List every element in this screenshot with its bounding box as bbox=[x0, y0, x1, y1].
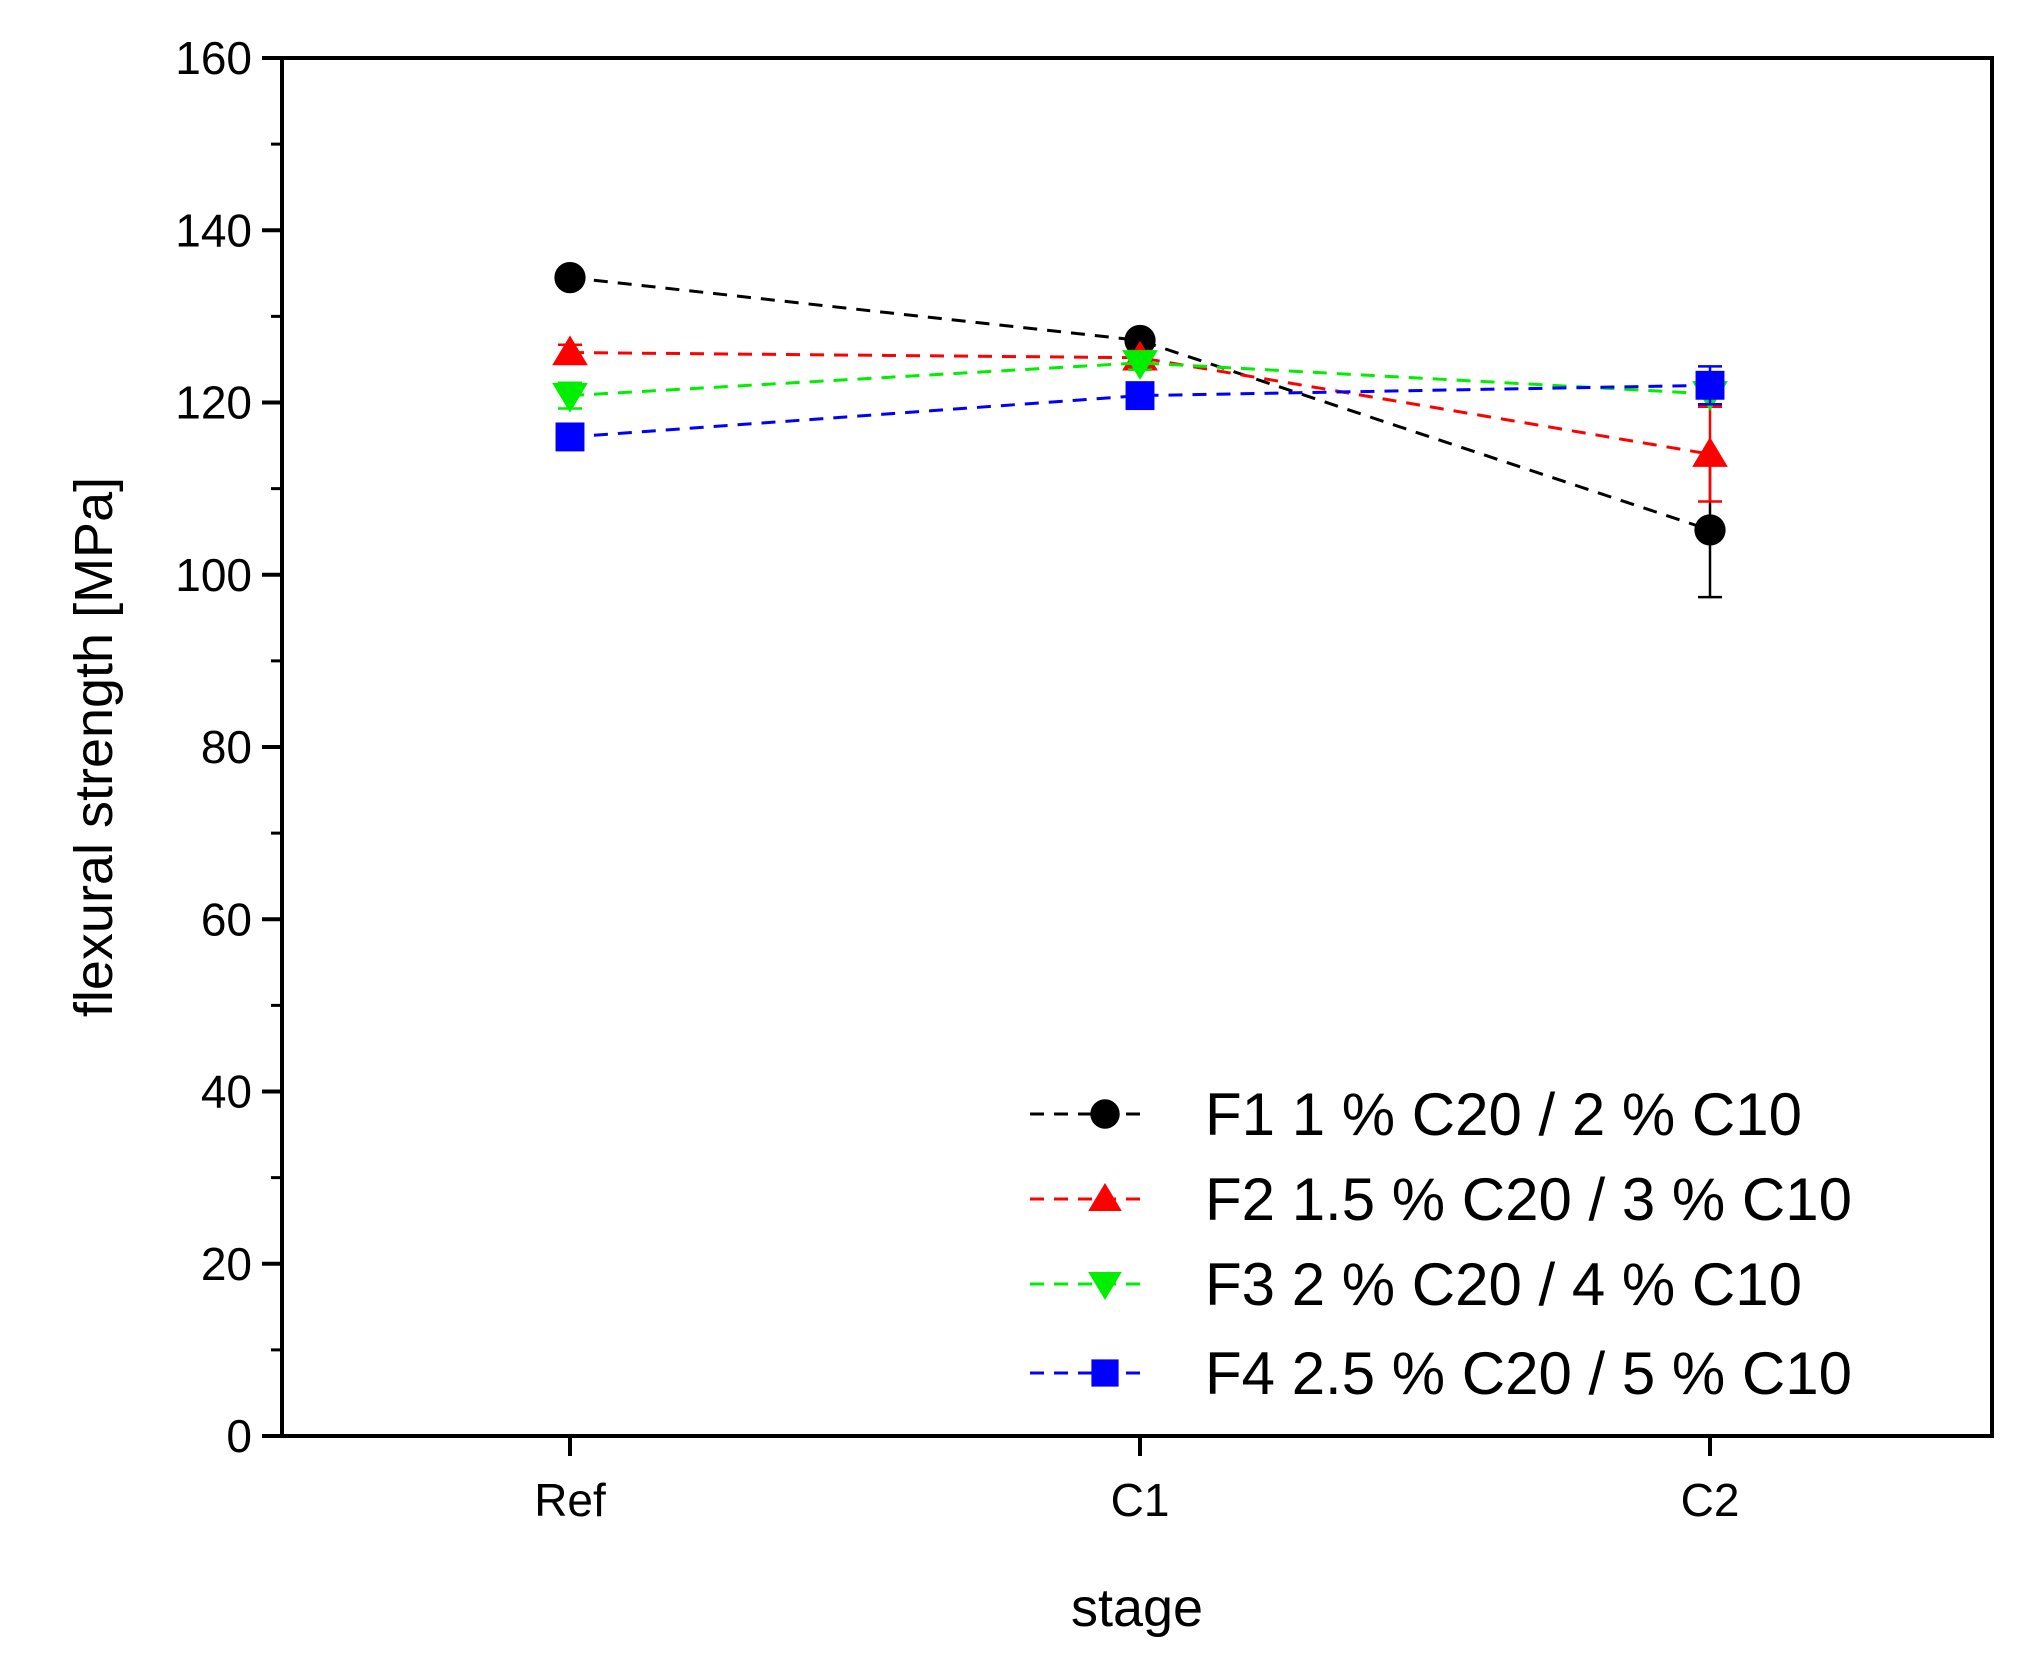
legend-label: F4 2.5 % C20 / 5 % C10 bbox=[1205, 1340, 1852, 1407]
marker-triangle-up bbox=[552, 335, 588, 366]
marker-square bbox=[1091, 1359, 1119, 1387]
legend-label: F3 2 % C20 / 4 % C10 bbox=[1205, 1251, 1802, 1318]
y-tick-label: 120 bbox=[175, 377, 252, 429]
marker-triangle-up bbox=[1088, 1183, 1122, 1211]
x-tick-label: C1 bbox=[1111, 1474, 1170, 1526]
y-tick-label: 100 bbox=[175, 549, 252, 601]
y-tick-label: 60 bbox=[201, 893, 252, 945]
legend-item-3: F3 2 % C20 / 4 % C10 bbox=[1030, 1251, 1802, 1318]
marker-triangle-down bbox=[1088, 1272, 1122, 1300]
marker-square bbox=[1695, 370, 1725, 400]
legend-item-4: F4 2.5 % C20 / 5 % C10 bbox=[1030, 1340, 1852, 1407]
legend-label: F2 1.5 % C20 / 3 % C10 bbox=[1205, 1166, 1852, 1233]
x-tick-label: C2 bbox=[1681, 1474, 1740, 1526]
series-1 bbox=[554, 261, 1726, 599]
marker-triangle-down bbox=[552, 382, 588, 413]
marker-circle bbox=[1124, 324, 1156, 357]
y-axis: 0 20 40 60 80 100 120 140 160 bbox=[175, 32, 282, 1462]
y-tick-label: 40 bbox=[201, 1066, 252, 1118]
marker-triangle-up bbox=[1692, 437, 1728, 467]
marker-circle bbox=[1090, 1099, 1120, 1129]
x-axis: Ref C1 C2 bbox=[534, 1436, 1739, 1526]
y-tick-label: 20 bbox=[201, 1238, 252, 1290]
series-4 bbox=[555, 365, 1725, 452]
y-tick-label: 160 bbox=[175, 32, 252, 84]
legend-label: F1 1 % C20 / 2 % C10 bbox=[1205, 1081, 1802, 1148]
legend-item-2: F2 1.5 % C20 / 3 % C10 bbox=[1030, 1166, 1852, 1233]
x-axis-title: stage bbox=[1071, 1578, 1203, 1638]
legend: F1 1 % C20 / 2 % C10 F2 1.5 % C20 / 3 % C… bbox=[1030, 1081, 1852, 1407]
y-axis-title: flexural strength [MPa] bbox=[64, 477, 124, 1017]
marker-triangle-down bbox=[1122, 350, 1158, 380]
y-tick-label: 0 bbox=[226, 1410, 252, 1462]
series-layer bbox=[552, 261, 1728, 599]
y-tick-label: 140 bbox=[175, 204, 252, 256]
marker-circle bbox=[554, 261, 586, 294]
y-tick-label: 80 bbox=[201, 721, 252, 773]
series-line bbox=[569, 276, 1711, 532]
legend-item-1: F1 1 % C20 / 2 % C10 bbox=[1030, 1081, 1802, 1148]
marker-square bbox=[555, 422, 585, 452]
marker-square bbox=[1125, 381, 1155, 411]
marker-circle bbox=[1694, 514, 1726, 546]
x-tick-label: Ref bbox=[534, 1474, 606, 1526]
